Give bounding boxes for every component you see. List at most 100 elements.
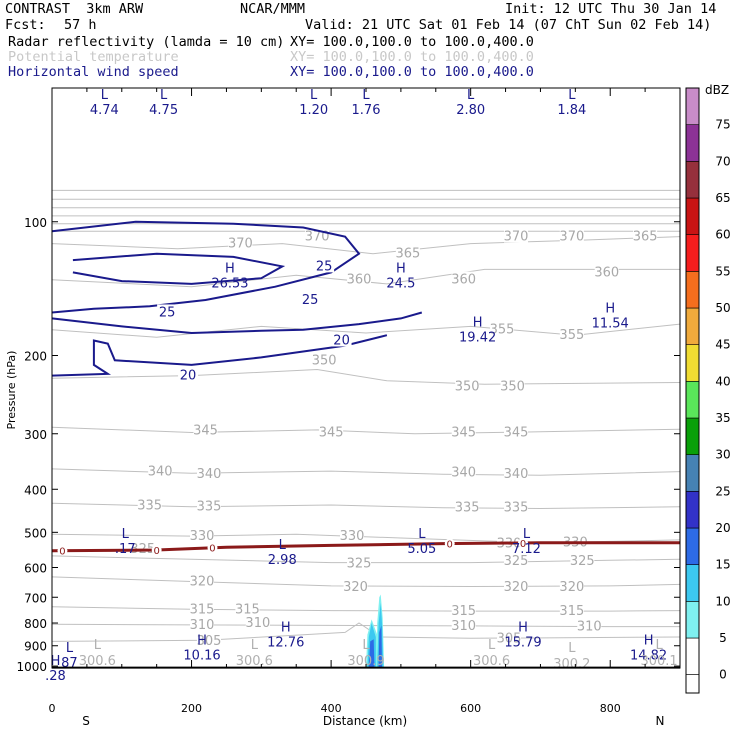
high-marker: H (473, 315, 483, 330)
theta-contour-label: 315 (235, 602, 260, 617)
theta-label-bg (559, 327, 584, 342)
theta-label-bg (319, 424, 344, 439)
theta-contour-label: 335 (455, 501, 480, 516)
theta-contour-label: 330 (340, 529, 365, 544)
y-tick-label: 700 (24, 591, 47, 605)
forecast-label: Fcst: (5, 17, 46, 33)
init-time: Init: 12 UTC Thu 30 Jan 14 (505, 1, 717, 17)
theta-contour-label: 365 (633, 230, 658, 245)
theta-label-bg (455, 378, 480, 393)
theta-label-bg (235, 601, 260, 616)
colorbar-level-label: 60 (715, 228, 730, 242)
theta-contour-label: 320 (190, 574, 215, 589)
theta-label-bg (577, 618, 602, 633)
high-marker: H (605, 301, 615, 316)
low-marker: L (101, 88, 109, 103)
colorbar-level-label: 70 (715, 154, 730, 168)
theta-label-bg (190, 528, 215, 543)
theta-contour-label: 340 (451, 466, 476, 481)
extremum-value: 12.76 (267, 635, 304, 650)
extremum-value: 4.74 (90, 103, 119, 118)
theta-contour-label: 370 (559, 230, 584, 245)
colorbar-level-label: 25 (715, 484, 730, 498)
theta-label-bg (559, 228, 584, 243)
wind-label-bg (178, 367, 199, 382)
extremum-value: 10.16 (183, 649, 220, 664)
y-tick-label: 300 (24, 428, 47, 442)
theta-contour-label: 315 (559, 604, 584, 619)
valid-time: Valid: 21 UTC Sat 01 Feb 14 (07 ChT Sun … (305, 17, 712, 33)
surface-theta-value: 300.6 (473, 654, 510, 669)
theta-label-bg (193, 422, 218, 437)
theta-contour-label: 315 (451, 604, 476, 619)
theta-label-bg (633, 228, 658, 243)
wind-contour-label: 20 (333, 333, 350, 348)
zero-label-bg (518, 537, 528, 548)
colorbar-level-label: 40 (715, 374, 730, 388)
theta-label-bg (451, 271, 476, 286)
theta-label-bg (451, 464, 476, 479)
colorbar-level-label: 35 (715, 411, 730, 425)
low-marker: L (362, 638, 370, 653)
theta-contour-label: 340 (197, 467, 222, 482)
theta-contour-label: 325 (504, 554, 529, 569)
extremum-value: 1.76 (352, 103, 381, 118)
extremum-value: 14.82 (630, 649, 667, 664)
theta-contour (51, 623, 680, 628)
wind-speed-contour (51, 220, 361, 314)
theta-label-bg (504, 466, 529, 481)
low-marker: L (488, 638, 496, 653)
low-marker: L (655, 638, 663, 653)
y-tick-label: 500 (24, 526, 47, 540)
theta-contour-label: 335 (137, 498, 162, 513)
surface-theta-value: 300.6 (79, 654, 116, 669)
zero-contour-label: 0 (209, 544, 215, 555)
field-name-wind: Horizontal wind speed (8, 64, 179, 80)
colorbar-level-label: 45 (715, 338, 730, 352)
high-marker: H (644, 634, 654, 649)
wind-speed-contour (51, 334, 388, 377)
colorbar-swatch (685, 344, 700, 382)
theta-contour (51, 555, 681, 564)
theta-contour (51, 426, 681, 435)
colorbar-swatch (685, 637, 700, 675)
extremum-value: 19.42 (459, 330, 496, 345)
theta-label-bg (190, 616, 215, 631)
theta-label-bg (347, 555, 372, 570)
wind-speed-contour (51, 311, 423, 335)
theta-label-bg (197, 498, 221, 513)
theta-label-bg (570, 552, 595, 567)
theta-contour-label: 335 (197, 499, 222, 514)
wind-contour-label: 25 (302, 293, 319, 308)
theta-contour (51, 268, 680, 288)
extremum-value: 7.12 (512, 542, 541, 557)
theta-label-bg (245, 615, 270, 630)
theta-contour (51, 502, 681, 510)
colorbar-swatch (685, 197, 700, 235)
y-axis-label: Pressure (hPa) (5, 351, 18, 430)
field-name-theta: Potential temperature (8, 49, 179, 65)
surface-theta-value: 300.2 (553, 657, 590, 672)
theta-label-bg (197, 632, 221, 647)
theta-contour-label: 360 (594, 265, 619, 280)
colorbar-swatch (685, 674, 700, 694)
theta-label-bg (148, 463, 173, 478)
x-tick-label: 200 (181, 702, 202, 715)
y-tick-label: 600 (24, 562, 47, 576)
theta-label-bg (190, 573, 215, 588)
theta-label-bg (340, 528, 365, 543)
theta-label-bg (395, 245, 420, 260)
wind-label-bg (157, 304, 178, 319)
theta-contour-label: 320 (343, 580, 368, 595)
model-title: CONTRAST 3km ARW (5, 1, 144, 17)
x-tick-label: 600 (460, 702, 481, 715)
extremum-value: 24.5 (386, 276, 415, 291)
wind-contour-label: 25 (316, 259, 333, 274)
theta-contour-label: 345 (319, 425, 344, 440)
extremum-value: 2.98 (268, 553, 297, 568)
theta-contour (51, 468, 681, 476)
zero-contour-label: 0 (59, 547, 65, 558)
extremum-value: .28 (45, 669, 66, 684)
extremum-value: 15.79 (504, 635, 541, 650)
